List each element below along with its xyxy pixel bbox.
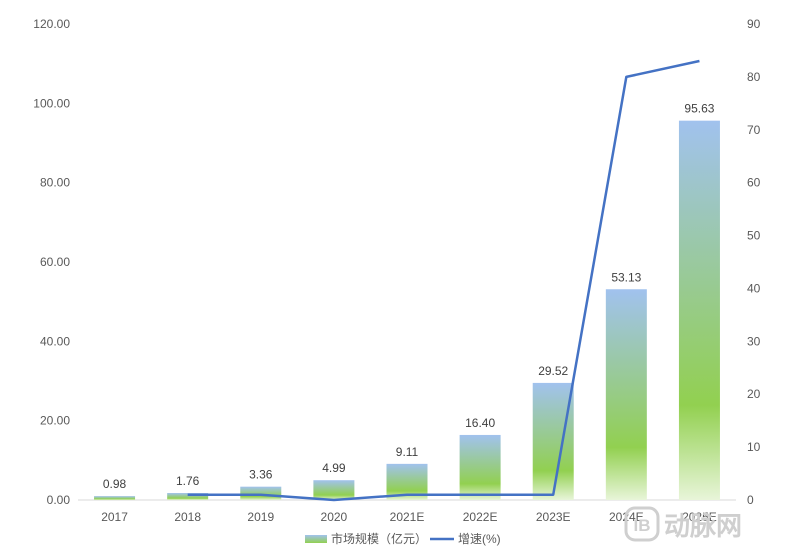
left-axis-tick-label: 60.00	[40, 255, 70, 269]
right-axis-tick-label: 10	[747, 440, 761, 454]
growth-line-series	[187, 59, 700, 502]
bar-value-label: 3.36	[249, 468, 273, 482]
bar	[313, 480, 355, 500]
bar	[94, 496, 136, 500]
bar	[605, 289, 647, 500]
bar-value-label: 29.52	[538, 364, 568, 378]
x-axis-tick-label: 2022E	[463, 510, 498, 524]
bar-value-labels: 0.98 1.76 3.36 4.99 9.11 16.40 29.52 53.13 95.63	[103, 102, 715, 491]
watermark-logo-glyph: IB	[634, 516, 651, 535]
left-axis-tick-label: 40.00	[40, 334, 70, 348]
left-axis-tick-label: 20.00	[40, 414, 70, 428]
bar-value-label: 53.13	[611, 270, 641, 284]
right-axis-tick-label: 40	[747, 281, 761, 295]
right-axis: 0 10 20 30 40 50 60 70 80 90	[747, 17, 761, 507]
right-axis-tick-label: 60	[747, 176, 761, 190]
bar	[240, 486, 282, 500]
bar-series	[94, 120, 720, 500]
watermark-text: 动脉网	[664, 511, 742, 541]
x-axis-tick-label: 2020	[321, 510, 348, 524]
left-axis-tick-label: 120.00	[33, 17, 70, 31]
x-axis-tick-label: 2023E	[536, 510, 571, 524]
left-axis-tick-label: 80.00	[40, 176, 70, 190]
bar-value-label: 9.11	[396, 445, 419, 459]
bar	[678, 120, 720, 500]
x-axis-tick-label: 2021E	[390, 510, 425, 524]
right-axis-tick-label: 80	[747, 70, 761, 84]
watermark-logo-icon	[624, 506, 660, 542]
bar-value-label: 1.76	[176, 474, 200, 488]
legend-line-label: 增速(%)	[458, 532, 501, 546]
x-axis-tick-label: 2019	[247, 510, 274, 524]
right-axis-tick-label: 90	[747, 17, 761, 31]
left-axis-tick-label: 100.00	[33, 96, 70, 110]
x-axis-tick-label: 2025E	[682, 510, 717, 524]
x-axis-tick-label: 2017	[101, 510, 128, 524]
legend-bar-swatch	[305, 535, 327, 543]
left-axis-tick-label: 0.00	[47, 493, 71, 507]
x-axis: 2017 2018 2019 2020 2021E 2022E 2023E 2024E 2025…	[101, 510, 717, 524]
x-axis-tick-label: 2018	[174, 510, 201, 524]
watermark-logo: IB 动脉网	[624, 506, 742, 542]
right-axis-tick-label: 20	[747, 387, 761, 401]
right-axis-tick-label: 0	[747, 493, 754, 507]
growth-line	[187, 59, 700, 502]
right-axis-tick-label: 70	[747, 123, 761, 137]
bar	[167, 493, 209, 500]
right-axis-tick-label: 50	[747, 229, 761, 243]
bar	[459, 434, 501, 500]
left-axis: 0.00 20.00 40.00 60.00 80.00 100.00 120.00	[33, 17, 70, 507]
bar-value-label: 16.40	[465, 416, 495, 430]
bar-value-label: 0.98	[103, 477, 127, 491]
right-axis-tick-label: 30	[747, 334, 761, 348]
bar	[532, 382, 574, 500]
legend-bar-label: 市场规模（亿元）	[331, 531, 427, 546]
legend: 市场规模（亿元） 增速(%)	[305, 531, 501, 546]
bar-value-label: 4.99	[322, 461, 346, 475]
bar-value-label: 95.63	[684, 102, 714, 116]
